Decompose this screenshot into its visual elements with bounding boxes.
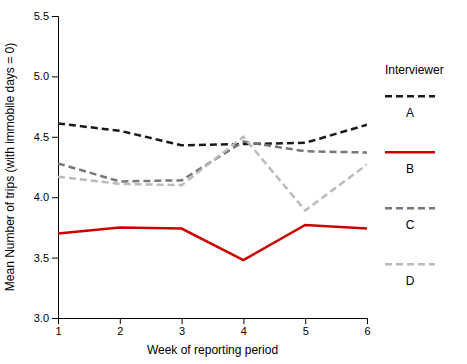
- tick-label: 6: [364, 325, 370, 337]
- tick: 3.5: [34, 252, 58, 264]
- tick-mark: [367, 318, 368, 324]
- tick: 3: [179, 318, 185, 337]
- tick-label: 3.5: [34, 252, 49, 264]
- legend-swatch: [385, 207, 435, 210]
- tick-label: 1: [55, 325, 61, 337]
- tick-label: 3.0: [34, 312, 49, 324]
- axis-line: [52, 17, 59, 319]
- tick-label: 2: [117, 325, 123, 337]
- tick: 5.5: [34, 10, 58, 22]
- axis-line: [59, 319, 368, 325]
- legend-swatch: [385, 263, 435, 266]
- tick-mark: [243, 318, 244, 324]
- tick-mark: [52, 76, 58, 77]
- legend-label: B: [406, 162, 414, 176]
- tick: 5.0: [34, 70, 58, 82]
- tick-mark: [52, 16, 58, 17]
- tick: 5: [303, 318, 309, 337]
- tick-label: 4.0: [34, 191, 49, 203]
- y-axis: 3.0 3.5 4.0 4.5 5.0 5.5: [34, 10, 59, 324]
- legend-title: Interviewer: [385, 63, 444, 77]
- tick: 3.0: [34, 312, 58, 324]
- series-line: [58, 137, 367, 211]
- tick: 4: [241, 318, 247, 337]
- x-axis-title: Week of reporting period: [147, 343, 278, 357]
- tick-label: 5.0: [34, 70, 49, 82]
- tick-mark: [120, 318, 121, 324]
- y-axis-title: Mean Number of trips (with immobile days…: [3, 43, 17, 291]
- tick: 2: [117, 318, 123, 337]
- tick: 4.0: [34, 191, 58, 203]
- legend-label: D: [406, 274, 415, 288]
- chart: 1 2 3 4 5 6 3.0 3.5 4.0 4.5 5.0 5.5 Week of reportin…: [0, 0, 467, 364]
- series-line: [58, 142, 367, 182]
- tick-label: 4: [241, 325, 247, 337]
- x-axis: 1 2 3 4 5 6: [55, 318, 370, 337]
- series-line: [58, 225, 367, 260]
- tick-mark: [52, 258, 58, 259]
- legend: Interviewer A B C D: [385, 63, 444, 288]
- tick-mark: [52, 318, 58, 319]
- tick-mark: [182, 318, 183, 324]
- tick-mark: [52, 197, 58, 198]
- tick: 6: [364, 318, 370, 337]
- lines: [58, 124, 367, 261]
- tick-mark: [305, 318, 306, 324]
- tick-label: 5.5: [34, 10, 49, 22]
- tick: 1: [55, 318, 61, 337]
- series-line: [58, 124, 367, 146]
- legend-label: A: [406, 106, 414, 120]
- tick-label: 5: [303, 325, 309, 337]
- plot-area: 1 2 3 4 5 6 3.0 3.5 4.0 4.5 5.0 5.5: [34, 10, 371, 337]
- tick-label: 3: [179, 325, 185, 337]
- tick-mark: [52, 137, 58, 138]
- tick-label: 4.5: [34, 131, 49, 143]
- legend-swatch: [385, 95, 435, 98]
- legend-label: C: [406, 218, 415, 232]
- tick: 4.5: [34, 131, 58, 143]
- legend-swatch: [385, 151, 435, 154]
